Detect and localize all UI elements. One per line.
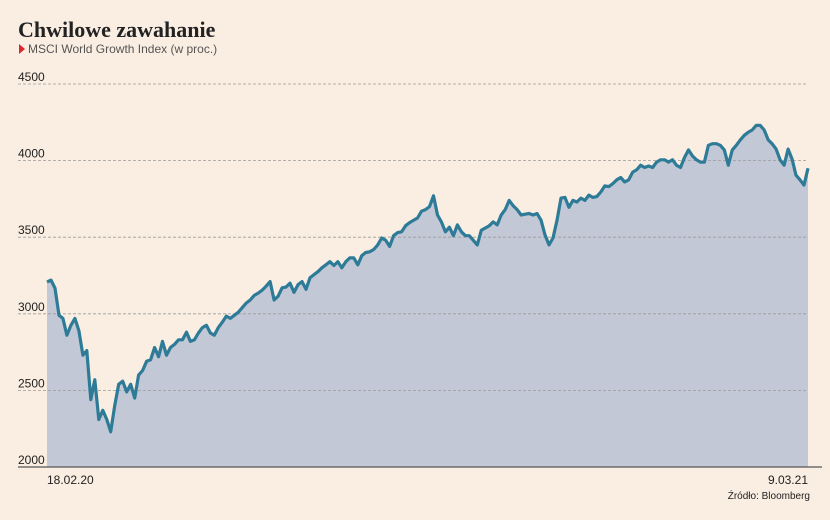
y-tick-label: 4500 (18, 70, 45, 84)
area-fill (47, 125, 808, 468)
y-tick-label: 2000 (18, 453, 45, 467)
line (46, 123, 810, 434)
subtitle-marker (19, 44, 25, 54)
x-tick-label: 9.03.21 (768, 473, 808, 487)
y-tick-label: 2500 (18, 376, 45, 390)
chart-title: Chwilowe zawahanie (18, 17, 216, 42)
y-tick-label: 3500 (18, 223, 45, 237)
chart-subtitle: MSCI World Growth Index (w proc.) (28, 42, 217, 56)
y-tick-label: 4000 (18, 147, 45, 161)
x-tick-label: 18.02.20 (47, 473, 94, 487)
y-tick-label: 3000 (18, 300, 45, 314)
source: Źródło: Bloomberg (728, 489, 810, 502)
